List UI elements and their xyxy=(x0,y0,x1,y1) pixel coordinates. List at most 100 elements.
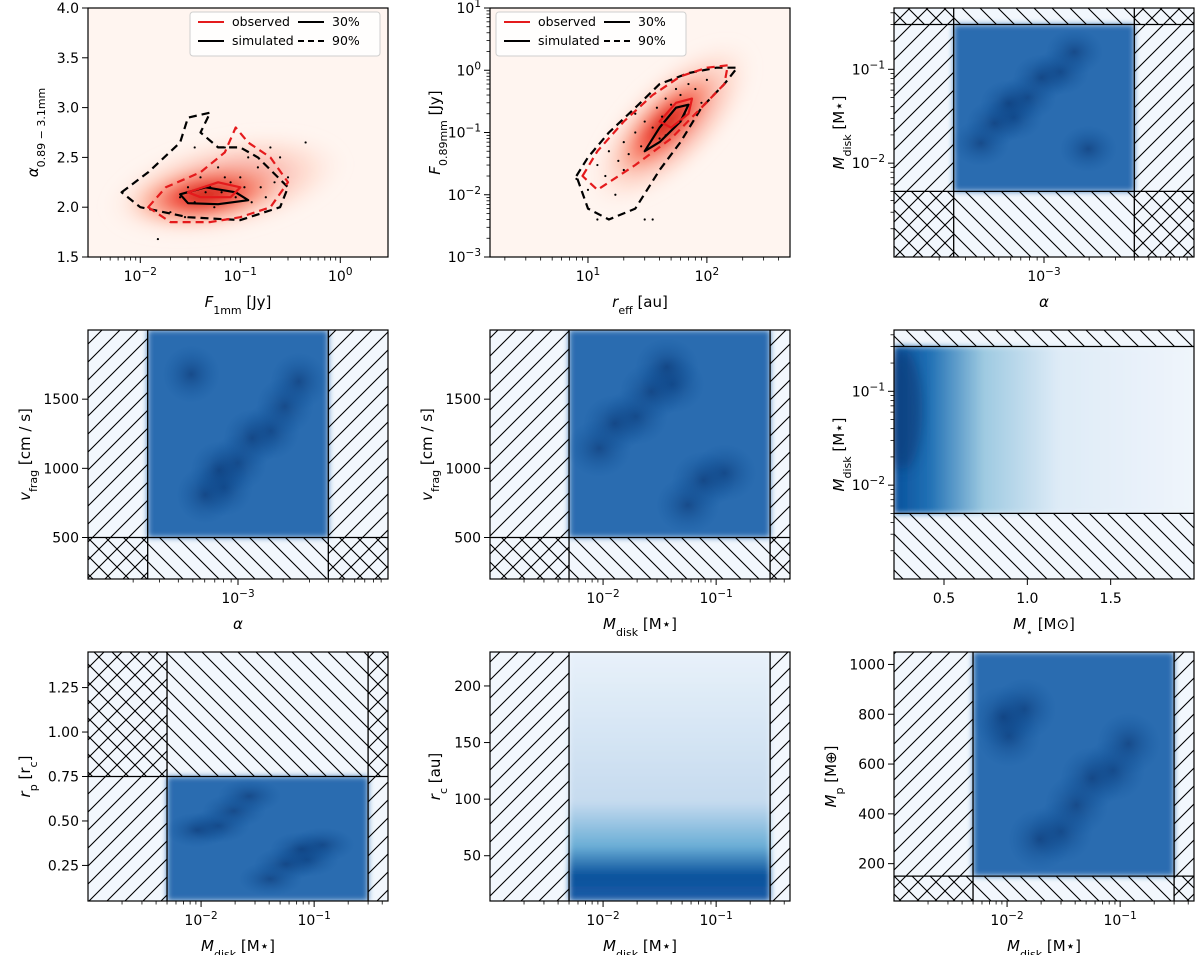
x-tick-label: 10−2 xyxy=(184,910,217,929)
y-axis-label: vfrag [cm / s] xyxy=(16,408,40,501)
y-tick-label: 1000 xyxy=(849,657,885,673)
observed-point xyxy=(634,113,636,115)
observed-point xyxy=(604,175,606,177)
y-tick-label: 100 xyxy=(454,792,481,808)
y-tick-label: 1.00 xyxy=(48,725,79,741)
density-fill xyxy=(569,652,770,901)
observed-point xyxy=(587,189,589,191)
y-tick-label: 600 xyxy=(858,757,885,773)
y-tick-label: 200 xyxy=(858,857,885,873)
density-blob xyxy=(1008,808,1072,871)
density-blob xyxy=(269,832,333,867)
hatch-region xyxy=(770,652,790,901)
y-tick-label: 3.0 xyxy=(57,101,79,117)
observed-point xyxy=(199,176,201,178)
observed-point xyxy=(679,120,681,122)
observed-point xyxy=(665,134,667,136)
observed-point xyxy=(596,218,598,220)
density-blob xyxy=(635,338,699,396)
observed-point xyxy=(179,196,181,198)
density-map xyxy=(165,777,368,902)
plot-area xyxy=(894,8,1194,257)
hatch-region xyxy=(490,652,569,901)
observed-point xyxy=(640,145,642,147)
y-tick-label: 0.25 xyxy=(48,858,79,874)
y-tick-label: 50 xyxy=(463,849,481,865)
x-tick-label: 10−3 xyxy=(1027,266,1060,285)
density-blob xyxy=(980,80,1038,127)
y-tick-label: 101 xyxy=(456,0,481,17)
plot-area xyxy=(490,652,790,901)
y-tick-label: 10−1 xyxy=(448,123,481,142)
y-tick-label: 0.75 xyxy=(48,770,79,786)
observed-point xyxy=(187,186,189,188)
x-tick-label: 10−1 xyxy=(699,588,732,607)
y-tick-label: 200 xyxy=(454,679,481,695)
x-axis-label: reff [au] xyxy=(612,293,668,317)
observed-point xyxy=(687,83,689,85)
y-tick-label: 1000 xyxy=(445,461,481,477)
y-tick-label: 2.0 xyxy=(57,200,79,216)
observed-point xyxy=(265,196,267,198)
observed-point xyxy=(623,169,625,171)
x-tick-label: 102 xyxy=(695,266,720,285)
x-tick-label: 10−3 xyxy=(221,588,254,607)
observed-point xyxy=(217,166,219,168)
observed-point xyxy=(287,176,289,178)
x-tick-label: 10−2 xyxy=(124,266,157,285)
y-tick-label: 10−1 xyxy=(852,381,885,400)
observed-point xyxy=(269,146,271,148)
hatch-region xyxy=(1174,652,1194,901)
x-tick-label: 10−2 xyxy=(586,910,619,929)
legend-label: 90% xyxy=(332,33,360,48)
y-axis-label: vfrag [cm / s] xyxy=(418,408,442,501)
observed-point xyxy=(220,191,222,193)
density-fill xyxy=(894,347,1194,514)
observed-point xyxy=(608,150,610,152)
observed-point xyxy=(617,160,619,162)
x-axis-label: Mdisk [M⋆] xyxy=(201,937,275,955)
hatch-region xyxy=(894,330,1194,347)
y-tick-label: 800 xyxy=(858,707,885,723)
observed-point xyxy=(184,216,186,218)
observed-point xyxy=(575,178,577,180)
y-tick-label: 3.5 xyxy=(57,51,79,67)
panel-5: 10−2 10−1 500 1000 1500 Mdisk [M⋆] vfrag [cm /… xyxy=(418,330,790,639)
x-tick-label: 10−2 xyxy=(990,910,1023,929)
observed-point xyxy=(644,120,646,122)
legend-label: 90% xyxy=(638,33,666,48)
y-axis-label: α0.89 − 3.1mm xyxy=(24,88,48,178)
panel-6: 0.5 1.0 1.510−210−1M⋆ [M⊙]Mdisk [M⋆] xyxy=(830,330,1194,639)
density-blob xyxy=(671,451,735,509)
x-axis-label: Mdisk [M⋆] xyxy=(603,615,677,639)
observed-point xyxy=(658,137,660,139)
observed-point xyxy=(169,211,171,213)
observed-point xyxy=(279,156,281,158)
x-tick-label: 10−1 xyxy=(1103,910,1136,929)
observed-point xyxy=(194,146,196,148)
plot-area xyxy=(882,330,1194,579)
density-blob xyxy=(583,395,647,453)
x-tick-label: 101 xyxy=(576,266,601,285)
density-blob xyxy=(162,345,220,403)
y-tick-label: 2.5 xyxy=(57,150,79,166)
y-tick-label: 100 xyxy=(456,60,481,79)
legend-label: 30% xyxy=(638,14,666,29)
density-blob xyxy=(882,350,922,470)
y-tick-label: 1500 xyxy=(445,392,481,408)
x-axis-label: F1mm [Jy] xyxy=(205,293,272,317)
hatch-region xyxy=(490,538,790,580)
y-tick-label: 400 xyxy=(858,807,885,823)
y-tick-label: 4.0 xyxy=(57,1,79,17)
observed-point xyxy=(305,141,307,143)
panel-8: 10−2 10−1 50 100 150 200 Mdisk [M⋆] rc [au] xyxy=(426,652,790,955)
density-blob xyxy=(1059,125,1117,172)
plot-area xyxy=(88,652,388,901)
observed-point xyxy=(684,113,686,115)
observed-point xyxy=(644,218,646,220)
observed-point xyxy=(623,141,625,143)
observed-point xyxy=(257,166,259,168)
density-map xyxy=(971,652,1174,876)
hatch-region xyxy=(894,8,1194,25)
y-tick-label: 10−2 xyxy=(448,185,481,204)
